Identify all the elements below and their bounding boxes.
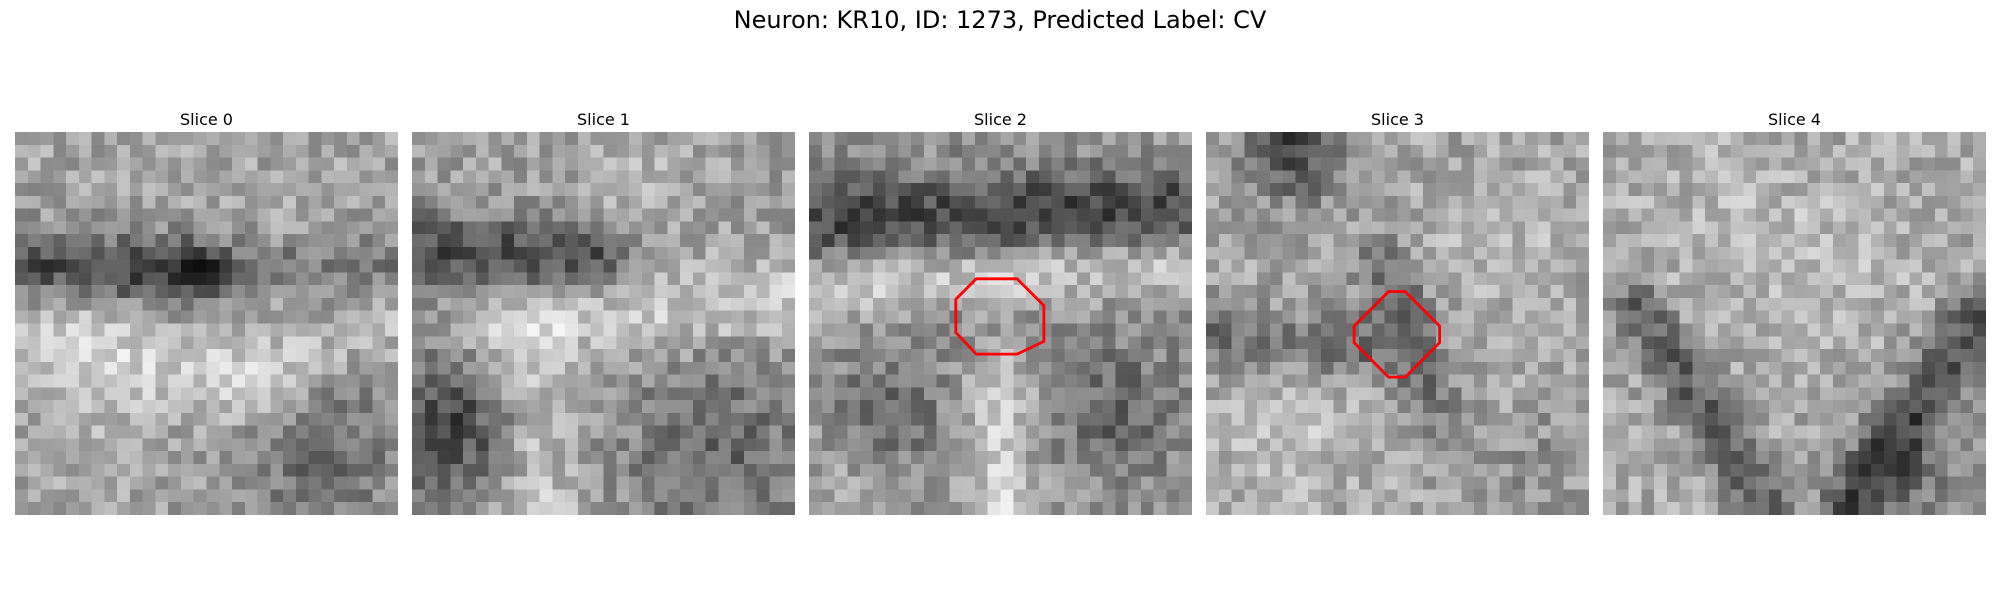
- slice-image: [809, 132, 1192, 515]
- slice-panel-2: Slice 2: [809, 108, 1192, 515]
- slice-panel-0: Slice 0: [15, 108, 398, 515]
- roi-outline: [1352, 290, 1442, 379]
- roi-outline: [954, 277, 1046, 356]
- slice-image: [1206, 132, 1589, 515]
- slice-title: Slice 1: [577, 110, 630, 129]
- slice-image: [412, 132, 795, 515]
- slice-panel-1: Slice 1: [412, 108, 795, 515]
- slice-title: Slice 2: [974, 110, 1027, 129]
- slice-title: Slice 4: [1768, 110, 1821, 129]
- slice-image: [1603, 132, 1986, 515]
- slice-panel-4: Slice 4: [1603, 108, 1986, 515]
- figure-title: Neuron: KR10, ID: 1273, Predicted Label:…: [733, 6, 1267, 34]
- slice-title: Slice 0: [180, 110, 233, 129]
- slice-title: Slice 3: [1371, 110, 1424, 129]
- slice-panel-3: Slice 3: [1206, 108, 1589, 515]
- slice-image: [15, 132, 398, 515]
